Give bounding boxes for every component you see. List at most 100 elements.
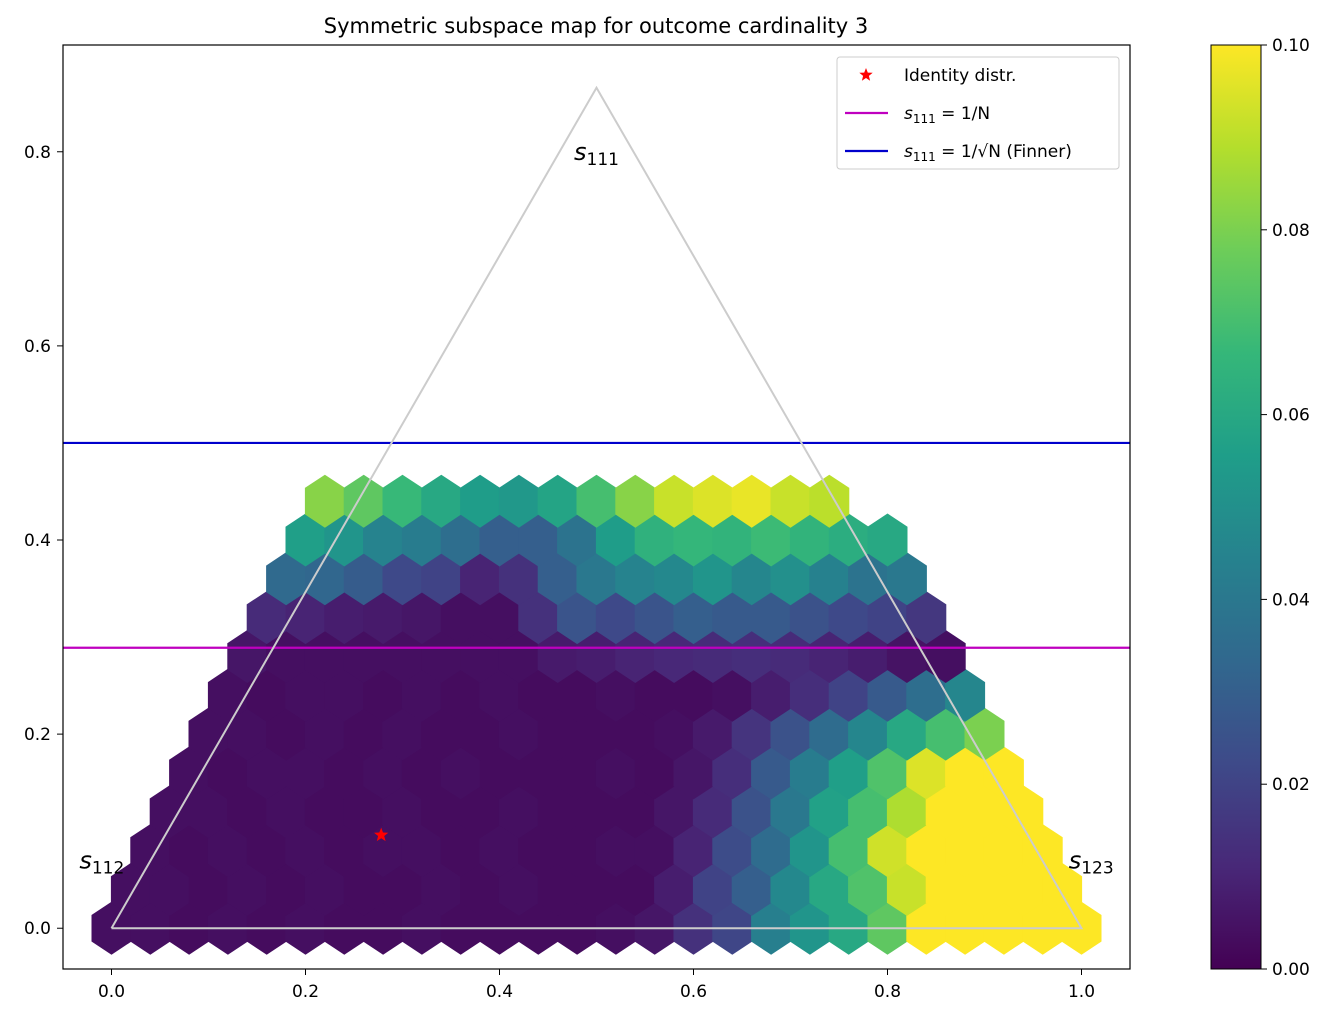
hex-cell-r9-c13	[770, 552, 811, 606]
hex-cell-r10-c6	[518, 513, 559, 567]
hex-cell-r10-c12	[751, 513, 792, 567]
hex-cell-r2-c2	[207, 824, 248, 878]
hex-cell-r8-c9	[595, 591, 636, 645]
hex-cell-r8-c10	[634, 591, 675, 645]
hex-cell-r8-c8	[557, 591, 598, 645]
colorbar-frame	[1210, 44, 1262, 970]
hex-cell-r10-c13	[789, 513, 830, 567]
hex-cell-r10-c15	[867, 513, 908, 567]
hex-cell-r11-c0	[304, 474, 345, 528]
hex-cell-r8-c4	[401, 591, 442, 645]
x-axis: 0.0 0.2 0.4 0.6 0.8 1.0	[98, 969, 1095, 1002]
hex-cell-r8-c13	[751, 591, 792, 645]
hex-cell-r2-c17	[789, 824, 830, 878]
hex-cell-r7-c8	[537, 630, 578, 683]
hex-cell-r9-c16	[886, 552, 927, 606]
hex-cell-r1-c12	[576, 862, 617, 916]
hex-cell-r2-c3	[246, 824, 287, 878]
hex-cell-r7-c11	[654, 630, 695, 683]
vertex-label-111: s111	[574, 138, 619, 170]
hex-cell-r10-c10	[673, 513, 714, 567]
hex-cell-r3-c3	[266, 785, 307, 839]
x-tick-label: 0.8	[874, 982, 901, 1002]
hex-cell-r5-c10	[576, 707, 617, 761]
hex-cell-r5-c20	[964, 707, 1005, 761]
hex-cell-r1-c22	[964, 862, 1005, 916]
legend-label-2: s111 = 1/√N (Finner)	[904, 142, 1072, 164]
point-identity-distr	[374, 827, 389, 842]
simplex-triangle	[110, 85, 1084, 930]
hex-cell-r11-c4	[460, 474, 501, 528]
hex-cell-r4-c9	[518, 746, 559, 800]
hex-cell-r1-c17	[770, 862, 811, 916]
hex-cell-r8-c15	[828, 591, 869, 645]
colorbar-tick-label: 0.06	[1272, 406, 1310, 426]
hex-cell-r5-c4	[343, 707, 384, 761]
hex-cell-r2-c6	[363, 824, 404, 878]
hex-cell-r3-c20	[925, 785, 966, 839]
hex-cell-r6-c14	[751, 668, 792, 722]
hex-cell-r3-c10	[537, 785, 578, 839]
legend-label-1: s111 = 1/N	[904, 104, 990, 126]
hex-cell-r6-c13	[712, 668, 753, 722]
hex-cell-r3-c9	[498, 785, 539, 839]
y-tick-label: 0.4	[24, 531, 51, 551]
hex-cell-r11-c1	[343, 474, 384, 528]
hex-cell-r4-c2	[246, 746, 287, 800]
vertex-label-base: s	[79, 846, 92, 874]
hex-cell-r8-c17	[906, 591, 947, 645]
hex-cell-r7-c12	[692, 630, 733, 683]
hex-cell-r6-c11	[634, 668, 675, 722]
hex-cell-r8-c2	[324, 591, 365, 645]
hex-cell-r8-c11	[673, 591, 714, 645]
colorbar-tick-label: 0.08	[1272, 221, 1310, 241]
hex-cell-r2-c8	[440, 824, 481, 878]
hex-cell-r10-c11	[712, 513, 753, 567]
hex-cell-r1-c2	[188, 862, 229, 916]
hex-cell-r1-c6	[343, 862, 384, 916]
hex-cell-r3-c16	[770, 785, 811, 839]
hex-cell-r9-c9	[615, 552, 656, 606]
hex-cell-r4-c8	[479, 746, 520, 800]
hex-cell-r8-c12	[712, 591, 753, 645]
x-tick-label: 0.4	[486, 982, 513, 1002]
hex-cell-r5-c12	[654, 707, 695, 761]
hex-cell-r3-c18	[848, 785, 889, 839]
hex-cell-r5-c14	[731, 707, 772, 761]
hex-cell-r6-c1	[246, 668, 287, 722]
hex-cell-r4-c3	[285, 746, 326, 800]
hex-cell-r6-c2	[285, 668, 326, 722]
hex-cell-r4-c0	[169, 746, 210, 800]
hex-cell-r4-c6	[401, 746, 442, 800]
triangle-layer	[110, 85, 1084, 930]
hex-cell-r7-c4	[382, 630, 423, 683]
colorbar-fill	[1211, 45, 1261, 969]
hex-cell-r6-c10	[595, 668, 636, 722]
hex-cell-r1-c13	[615, 862, 656, 916]
hex-cell-r2-c18	[828, 824, 869, 878]
hex-cell-r3-c5	[343, 785, 384, 839]
hex-cell-r3-c2	[227, 785, 268, 839]
hex-cell-r7-c16	[848, 630, 889, 683]
hex-cell-r3-c4	[304, 785, 345, 839]
hex-cell-r3-c14	[692, 785, 733, 839]
hex-cell-r10-c14	[828, 513, 869, 567]
hex-cell-r9-c6	[498, 552, 539, 606]
hex-cell-r4-c10	[557, 746, 598, 800]
hex-cell-r4-c18	[867, 746, 908, 800]
hex-cell-r2-c5	[324, 824, 365, 878]
hex-cell-r3-c8	[460, 785, 501, 839]
hex-cell-r4-c21	[983, 746, 1024, 800]
hex-cell-r11-c8	[615, 474, 656, 528]
hex-cell-r1-c5	[304, 862, 345, 916]
hex-cell-r6-c5	[401, 668, 442, 722]
hex-cell-r4-c16	[789, 746, 830, 800]
hex-cell-r7-c15	[809, 630, 850, 683]
hex-cell-r4-c11	[595, 746, 636, 800]
legend-marker-identity	[859, 68, 873, 81]
hex-cell-r2-c0	[130, 824, 171, 878]
hex-cell-r1-c9	[460, 862, 501, 916]
hex-cell-r5-c5	[382, 707, 423, 761]
